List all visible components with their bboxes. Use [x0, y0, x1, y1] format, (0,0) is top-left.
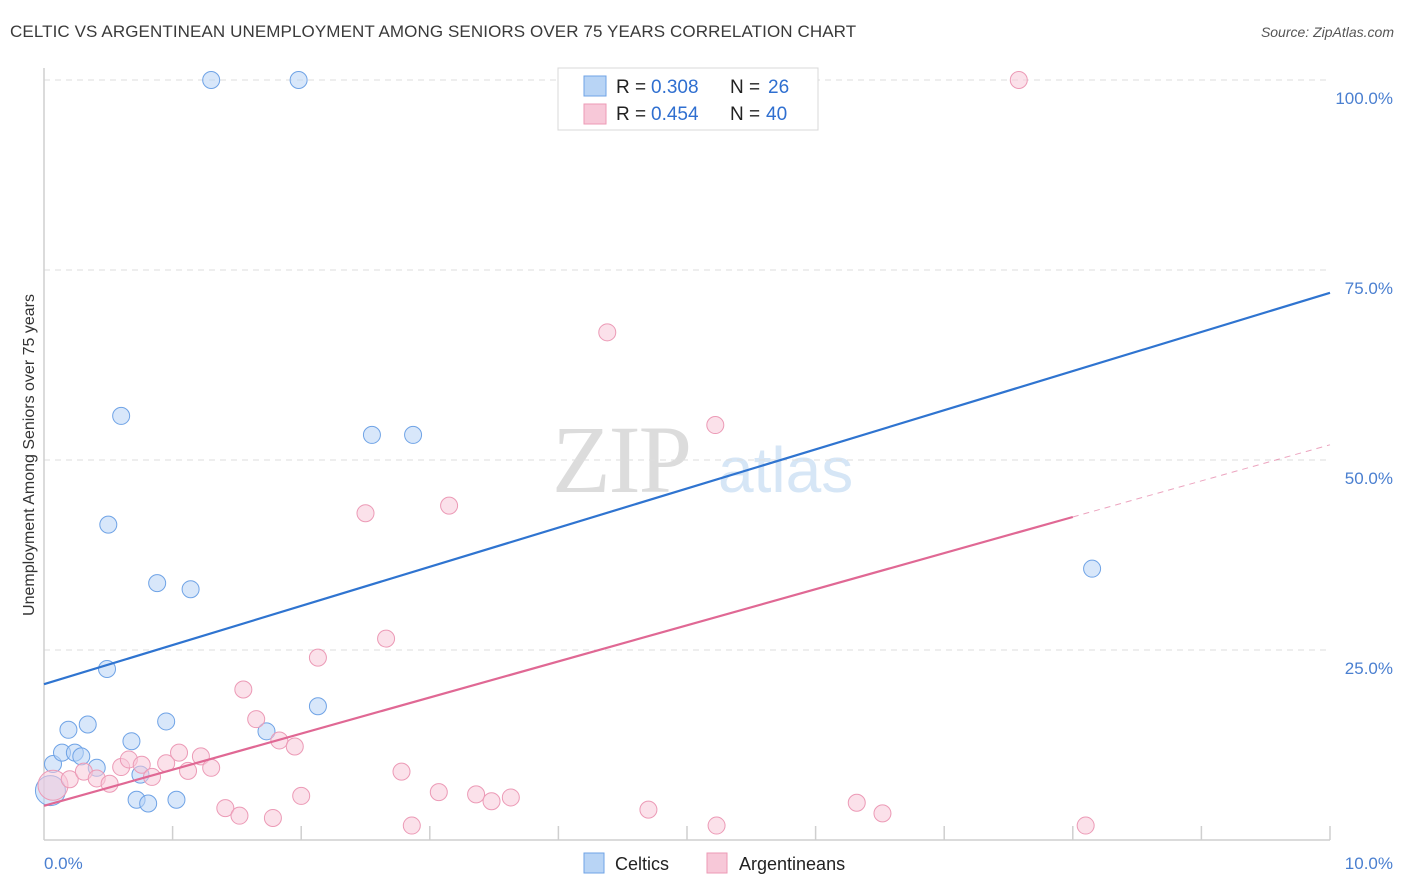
argentineans-point: [467, 785, 486, 804]
celtics-point: [148, 574, 167, 593]
x-tick-label-max: 10.0%: [1345, 854, 1393, 873]
celtics-point: [78, 715, 97, 734]
bottom-legend-swatch-argentineans: [706, 852, 728, 874]
argentineans-point: [377, 629, 396, 648]
grid: [44, 79, 1330, 651]
argentineans-point: [247, 710, 266, 729]
legend-swatch-argentineans: [583, 103, 607, 125]
celtics-point: [139, 794, 158, 813]
y-tick-labels: 25.0% 50.0% 75.0% 100.0%: [1335, 89, 1393, 678]
argentineans-point: [482, 792, 501, 811]
x-tick-marks: [171, 826, 1331, 840]
argentineans-point: [873, 804, 892, 823]
argentineans-point: [598, 323, 617, 342]
argentineans-point: [292, 786, 311, 805]
bottom-legend-label-argentineans: Argentineans: [739, 854, 845, 874]
celtics-point: [59, 720, 78, 739]
celtics-point: [362, 425, 381, 444]
argentineans-point: [216, 799, 235, 818]
legend-celtics-r-label: R =: [616, 77, 646, 98]
celtics-point: [257, 722, 276, 741]
celtics-point: [167, 790, 186, 809]
celtics-point: [99, 515, 118, 534]
celtics-point: [202, 71, 221, 89]
y-tick-label-50: 50.0%: [1345, 469, 1393, 488]
argentineans-trend-extension: [1072, 444, 1331, 518]
argentineans-trend-line: [43, 515, 1074, 807]
chart-title: CELTIC VS ARGENTINEAN UNEMPLOYMENT AMONG…: [10, 22, 857, 41]
celtics-point: [112, 406, 131, 425]
argentineans-point: [230, 806, 249, 825]
celtics-point: [181, 580, 200, 599]
argentineans-point: [202, 758, 221, 777]
argentineans-point: [132, 755, 151, 774]
celtics-point: [1083, 559, 1102, 578]
celtics-point: [157, 712, 176, 731]
argentineans-point: [501, 788, 520, 807]
argentineans-point: [392, 762, 411, 781]
bottom-legend-label-celtics: Celtics: [615, 854, 669, 874]
y-axis-label: Unemployment Among Seniors over 75 years: [21, 294, 38, 616]
legend: R = 0.308 N = 26 R = 0.454 N = 40: [557, 67, 819, 131]
celtics-point: [289, 71, 308, 89]
argentineans-point: [170, 743, 189, 762]
celtics-point: [72, 747, 91, 766]
legend-argentineans-r-label: R =: [616, 104, 646, 125]
y-tick-label-25: 25.0%: [1345, 659, 1393, 678]
legend-celtics-n-value: 26: [768, 77, 789, 98]
argentineans-point: [356, 504, 375, 523]
argentineans-point: [1009, 71, 1028, 89]
celtics-point: [122, 732, 141, 751]
legend-argentineans-n-label: N =: [730, 104, 760, 125]
x-tick-label-min: 0.0%: [44, 854, 83, 873]
legend-celtics-r-value: 0.308: [651, 77, 699, 98]
bottom-legend: Celtics Argentineans: [583, 852, 845, 874]
argentineans-point: [402, 816, 421, 835]
celtics-point: [308, 697, 327, 716]
argentineans-point: [308, 648, 327, 667]
argentineans-point: [263, 808, 282, 827]
argentineans-point: [706, 416, 725, 435]
celtics-point: [404, 425, 423, 444]
legend-argentineans-r-value: 0.454: [651, 104, 699, 125]
argentineans-point: [234, 680, 253, 699]
argentineans-point: [707, 816, 726, 835]
argentineans-point: [847, 793, 866, 812]
legend-celtics-n-label: N =: [730, 77, 760, 98]
legend-swatch-celtics: [583, 75, 607, 97]
argentineans-point: [429, 783, 448, 802]
y-tick-label-100: 100.0%: [1335, 89, 1393, 108]
argentineans-point: [440, 496, 459, 515]
chart-source: Source: ZipAtlas.com: [1260, 24, 1394, 40]
watermark-atlas: atlas: [718, 434, 853, 506]
bottom-legend-swatch-celtics: [583, 852, 605, 874]
celtics-trend-line: [43, 291, 1331, 686]
argentineans-point: [60, 770, 79, 789]
y-tick-label-75: 75.0%: [1345, 279, 1393, 298]
argentineans-point: [639, 800, 658, 819]
argentineans-point: [285, 737, 304, 756]
argentineans-point: [1076, 816, 1095, 835]
series-layer: [34, 71, 1331, 835]
legend-argentineans-n-value: 40: [766, 104, 787, 125]
